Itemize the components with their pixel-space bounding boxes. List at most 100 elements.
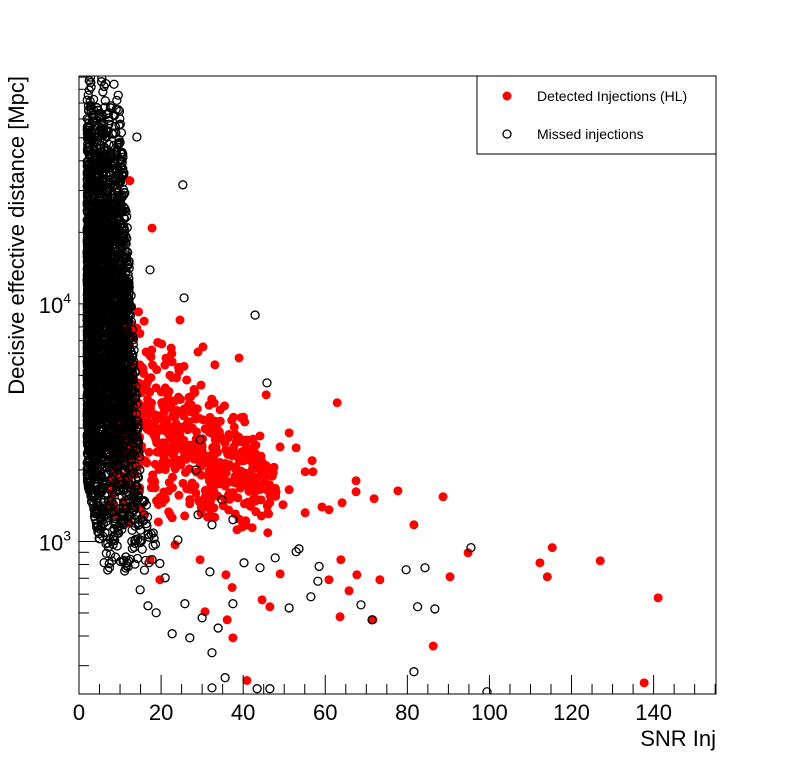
missed-point	[96, 174, 107, 185]
detected-point	[261, 390, 271, 400]
missed-point	[84, 178, 94, 188]
missed-point	[85, 317, 95, 328]
missed-point	[104, 559, 114, 569]
detected-point	[213, 491, 223, 501]
missed-point	[90, 234, 100, 245]
detected-point	[137, 363, 147, 373]
detected-point	[228, 633, 238, 643]
detected-point	[265, 602, 275, 612]
missed-point	[135, 525, 146, 535]
detected-point	[145, 555, 155, 565]
detected-point	[351, 487, 361, 497]
missed-point	[114, 270, 125, 280]
detected-point	[393, 486, 403, 496]
missed-point	[101, 372, 111, 383]
missed-point	[99, 495, 109, 505]
missed-point	[118, 240, 128, 250]
detected-point	[159, 487, 169, 497]
missed-point	[108, 466, 118, 477]
detected-point	[198, 415, 208, 425]
missed-point	[205, 567, 215, 577]
detected-point	[332, 398, 342, 408]
missed-point	[101, 206, 111, 216]
missed-point	[93, 105, 103, 115]
missed-point	[89, 247, 99, 257]
missed-point	[228, 599, 238, 609]
missed-point	[97, 259, 107, 269]
missed-point	[122, 428, 132, 438]
missed-point	[106, 377, 116, 387]
detected-point	[193, 347, 203, 357]
missed-point	[83, 440, 93, 450]
missed-point	[113, 451, 124, 461]
missed-point	[207, 520, 217, 530]
detected-point	[160, 360, 170, 370]
missed-point	[96, 474, 106, 484]
detected-point	[271, 487, 281, 497]
missed-point	[90, 276, 101, 287]
detected-point	[265, 480, 275, 490]
missed-point	[87, 357, 97, 368]
missed-point	[126, 317, 137, 327]
detected-point	[163, 428, 173, 438]
detected-point	[222, 615, 232, 625]
missed-point	[94, 373, 105, 383]
missed-point	[86, 491, 96, 501]
missed-point	[104, 562, 115, 573]
missed-point	[109, 220, 119, 231]
detected-point	[215, 405, 225, 415]
missed-point	[108, 209, 118, 220]
missed-point	[133, 472, 144, 482]
missed-point	[108, 341, 118, 351]
missed-point	[113, 195, 123, 206]
legend: Detected Injections (HL) Missed injectio…	[476, 75, 717, 155]
missed-point	[113, 445, 123, 455]
missed-point	[106, 263, 116, 273]
missed-point	[96, 155, 106, 165]
missed-point	[412, 602, 423, 612]
missed-point	[90, 398, 101, 408]
detected-point	[242, 435, 252, 445]
detected-point	[278, 500, 288, 510]
missed-point	[149, 533, 159, 544]
missed-point	[128, 498, 138, 508]
missed-point	[106, 148, 116, 158]
detected-point	[256, 511, 266, 521]
legend-marker-detected	[502, 91, 512, 101]
missed-point	[270, 553, 280, 563]
missed-point	[96, 417, 107, 427]
detected-point	[653, 593, 663, 603]
missed-point	[120, 371, 130, 381]
missed-point	[127, 362, 138, 372]
missed-point	[133, 517, 144, 528]
missed-point	[99, 251, 110, 261]
missed-point	[92, 221, 102, 231]
x-tick-label: 140	[635, 700, 672, 725]
detected-point	[148, 360, 158, 370]
detected-point	[192, 427, 202, 437]
missed-point	[137, 495, 147, 505]
missed-point	[84, 312, 94, 323]
missed-point	[89, 352, 100, 362]
detected-point	[409, 520, 419, 530]
detected-point	[189, 385, 199, 395]
missed-point	[132, 132, 142, 142]
detected-point	[215, 416, 225, 426]
plot-frame	[78, 75, 717, 695]
missed-point	[133, 416, 143, 427]
missed-point	[83, 283, 94, 293]
missed-point	[90, 507, 100, 517]
detected-point	[239, 499, 249, 509]
detected-point	[153, 517, 163, 527]
missed-point	[91, 186, 101, 196]
missed-point	[104, 139, 114, 150]
detected-point	[158, 401, 168, 411]
missed-point	[113, 90, 123, 100]
missed-point	[101, 548, 111, 558]
detected-point	[214, 427, 224, 437]
detected-point	[300, 467, 310, 477]
missed-point	[112, 201, 122, 211]
missed-point	[95, 316, 105, 326]
missed-point	[255, 563, 265, 573]
missed-point	[118, 556, 128, 567]
